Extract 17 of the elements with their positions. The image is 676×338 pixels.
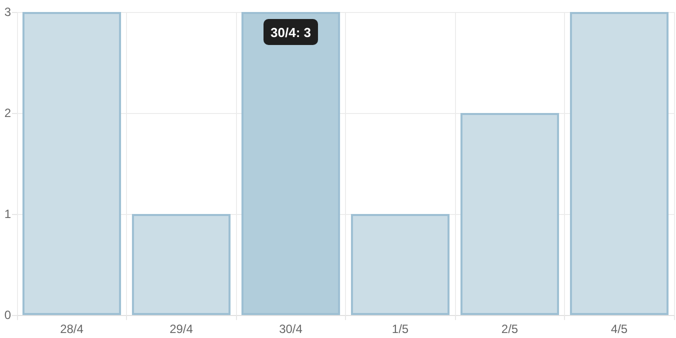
x-tick-label: 4/5 — [610, 322, 628, 336]
bar — [132, 214, 231, 315]
y-tick-label: 3 — [4, 5, 12, 19]
bar — [570, 12, 669, 315]
x-tick-label: 2/5 — [501, 322, 518, 336]
y-tick-label: 1 — [4, 207, 12, 221]
bar — [241, 12, 340, 315]
bar — [22, 12, 122, 315]
x-tick-label: 1/5 — [392, 322, 409, 336]
bar — [350, 214, 450, 315]
annotation: 30/4: 3 — [270, 25, 311, 40]
bar — [460, 113, 560, 315]
x-tick-label: 29/4 — [170, 322, 194, 336]
x-tick-label: 30/4 — [279, 322, 303, 336]
y-tick-label: 2 — [4, 106, 12, 120]
x-tick-label: 28/4 — [60, 322, 84, 336]
y-tick-label: 0 — [4, 308, 12, 322]
